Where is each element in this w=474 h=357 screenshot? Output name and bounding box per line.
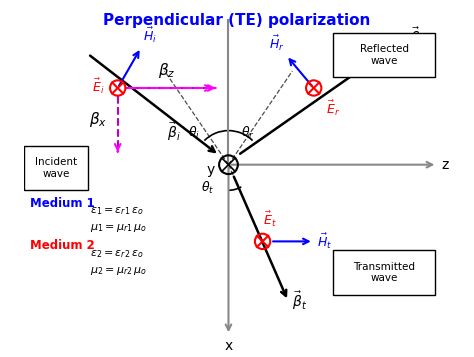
- Text: $\vec{E}_t$: $\vec{E}_t$: [263, 210, 276, 230]
- Text: $\vec{\beta}_r$: $\vec{\beta}_r$: [410, 26, 425, 48]
- Text: $\vec{\beta}_t$: $\vec{\beta}_t$: [292, 290, 308, 312]
- Text: $\vec{H}_r$: $\vec{H}_r$: [269, 34, 284, 53]
- Text: Medium 2: Medium 2: [30, 239, 95, 252]
- Text: y: y: [207, 163, 215, 177]
- Text: Medium 1: Medium 1: [30, 197, 95, 210]
- Text: x: x: [224, 340, 233, 353]
- Text: $\beta_z$: $\beta_z$: [158, 61, 175, 80]
- Text: $\vec{E}_i$: $\vec{E}_i$: [92, 76, 105, 96]
- FancyBboxPatch shape: [333, 32, 435, 77]
- Text: $\vec{\beta}_i$: $\vec{\beta}_i$: [167, 120, 181, 142]
- FancyBboxPatch shape: [333, 250, 435, 295]
- Text: Perpendicular (TE) polarization: Perpendicular (TE) polarization: [103, 14, 371, 29]
- FancyBboxPatch shape: [24, 146, 88, 190]
- Text: $\vec{E}_r$: $\vec{E}_r$: [326, 99, 340, 118]
- Text: $\beta_x$: $\beta_x$: [89, 110, 107, 130]
- Text: $\vec{H}_i$: $\vec{H}_i$: [143, 26, 157, 45]
- Text: z: z: [441, 158, 449, 172]
- Text: Reflected
wave: Reflected wave: [359, 44, 409, 66]
- Text: $\theta_t$: $\theta_t$: [201, 180, 214, 196]
- Text: $\varepsilon_2 = \varepsilon_{r2}\,\varepsilon_o$: $\varepsilon_2 = \varepsilon_{r2}\,\vare…: [90, 248, 144, 260]
- Text: Transmitted
wave: Transmitted wave: [353, 262, 415, 283]
- Text: $\vec{H}_t$: $\vec{H}_t$: [317, 232, 332, 251]
- Text: $\mu_2 = \mu_{r2}\,\mu_o$: $\mu_2 = \mu_{r2}\,\mu_o$: [90, 265, 147, 277]
- Text: $\theta_r$: $\theta_r$: [241, 125, 255, 141]
- Text: $\varepsilon_1 = \varepsilon_{r1}\,\varepsilon_o$: $\varepsilon_1 = \varepsilon_{r1}\,\vare…: [90, 205, 144, 217]
- Text: $\mu_1 = \mu_{r1}\,\mu_o$: $\mu_1 = \mu_{r1}\,\mu_o$: [90, 222, 147, 234]
- Text: $\theta_i$: $\theta_i$: [188, 125, 200, 141]
- Text: Incident
wave: Incident wave: [35, 157, 77, 179]
